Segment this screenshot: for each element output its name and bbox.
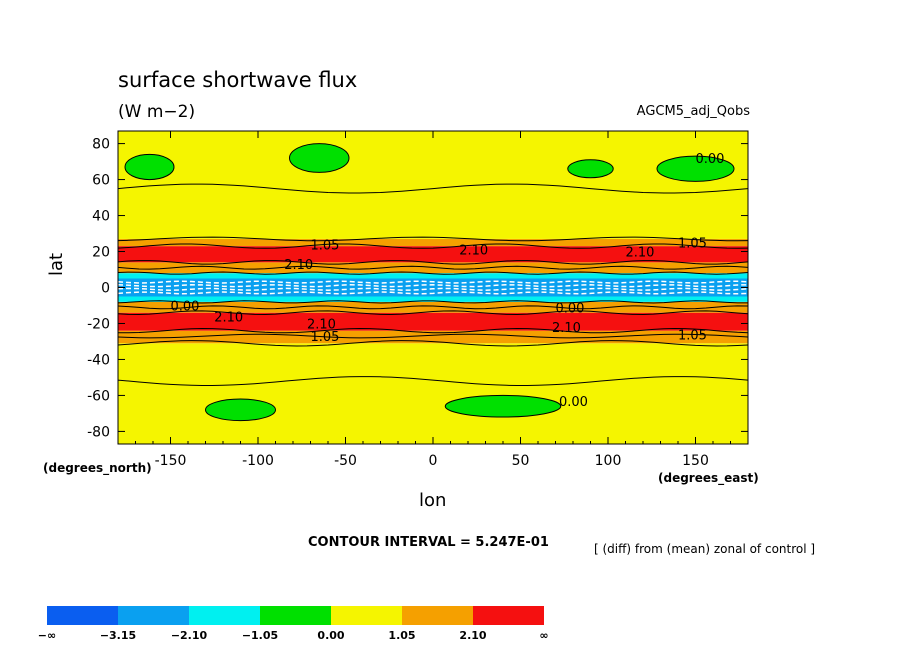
y-tick-label-3: 20 xyxy=(92,245,110,261)
y-tick-label-0: 80 xyxy=(92,137,110,153)
y-tick-label-8: -80 xyxy=(87,424,110,440)
contour-line-1 xyxy=(118,236,748,242)
contour-label-5: 2.10 xyxy=(284,258,313,273)
colorbar-swatch-4 xyxy=(331,606,402,625)
x-tick-label-4: 50 xyxy=(512,453,530,469)
y-tick-label-6: -40 xyxy=(87,352,110,368)
y-tick-label-4: 0 xyxy=(101,281,110,297)
colorbar-label-7: ∞ xyxy=(539,629,548,642)
contour-line-11 xyxy=(118,340,748,347)
contour-label-0: 0.00 xyxy=(696,152,725,167)
x-tick-label-5: 100 xyxy=(595,453,622,469)
x-tick-label-1: -100 xyxy=(242,453,274,469)
zonal-band-3 xyxy=(118,301,748,313)
contour-label-7: 0.00 xyxy=(171,299,200,314)
x-tick-label-6: 150 xyxy=(682,453,709,469)
zonal-band-10 xyxy=(118,131,748,239)
zonal-band-5 xyxy=(118,278,748,297)
contour-label-11: 1.05 xyxy=(311,330,340,345)
dashed-contour-line-0 xyxy=(118,280,748,284)
colorbar-label-1: −3.15 xyxy=(100,629,136,642)
colorbar-label-0: −∞ xyxy=(38,629,56,642)
negative-patch-5 xyxy=(444,394,562,418)
negative-patch-0 xyxy=(124,153,175,181)
x-tick-label-0: -150 xyxy=(155,453,187,469)
chart-units: (W m−2) xyxy=(118,102,196,122)
colorbar: −∞ −3.15 −2.10 −1.05 0.00 1.05 2.10 ∞ xyxy=(38,606,549,642)
contour-label-3: 2.10 xyxy=(626,246,655,261)
colorbar-swatch-2 xyxy=(189,606,260,625)
difference-note: [ (diff) from (mean) zonal of control ] xyxy=(594,542,816,556)
contour-lines xyxy=(118,183,748,386)
colorbar-label-6: 2.10 xyxy=(459,629,486,642)
contour-labels: 0.001.05 2.10 2.101.052.102.100.00 0.002.10… xyxy=(171,152,725,410)
colorbar-swatch-6 xyxy=(473,606,544,625)
negative-patches xyxy=(124,143,735,422)
contour-label-8: 0.00 xyxy=(556,301,585,316)
negative-patch-4 xyxy=(205,398,276,422)
contour-line-8 xyxy=(118,310,748,316)
x-axis-ticks: -150 -100 -50 0 50 100 150 xyxy=(135,131,731,469)
zonal-band-6 xyxy=(118,273,748,279)
y-tick-label-1: 60 xyxy=(92,173,110,189)
x-axis-units: (degrees_east) xyxy=(658,471,759,485)
dataset-label: AGCM5_adj_Qobs xyxy=(636,104,750,119)
colorbar-label-3: −1.05 xyxy=(242,629,278,642)
colorbar-swatch-0 xyxy=(47,606,118,625)
zonal-bands xyxy=(118,131,748,444)
contour-label-4: 1.05 xyxy=(678,237,707,252)
contour-interval: CONTOUR INTERVAL = 5.247E-01 xyxy=(308,535,549,550)
contour-line-5 xyxy=(118,271,748,275)
contour-line-6 xyxy=(118,300,748,304)
contour-line-10 xyxy=(118,333,748,339)
zonal-band-2 xyxy=(118,312,748,331)
contour-label-13: 0.00 xyxy=(559,395,588,410)
zonal-band-8 xyxy=(118,246,748,263)
contour-label-2: 2.10 xyxy=(459,244,488,259)
dashed-contour-line-2 xyxy=(118,287,748,291)
contour-label-6: 2.10 xyxy=(214,310,243,325)
contour-label-10: 2.10 xyxy=(307,317,336,332)
colorbar-label-4: 0.00 xyxy=(317,629,344,642)
dashed-contour-line-1 xyxy=(118,284,748,288)
contour-line-0 xyxy=(118,183,748,194)
zonal-band-4 xyxy=(118,296,748,302)
contour-line-3 xyxy=(118,260,748,265)
colorbar-swatch-3 xyxy=(260,606,331,625)
colorbar-label-5: 1.05 xyxy=(388,629,415,642)
negative-patch-1 xyxy=(289,143,350,173)
y-axis-ticks: 80 60 40 20 0 -20 -40 -60 -80 xyxy=(87,137,748,440)
x-axis-label: lon xyxy=(419,490,447,511)
zonal-band-9 xyxy=(118,238,748,247)
colorbar-label-2: −2.10 xyxy=(171,629,208,642)
contour-line-2 xyxy=(118,243,748,249)
negative-patch-2 xyxy=(567,159,614,179)
contour-line-4 xyxy=(118,265,748,270)
y-tick-label-5: -20 xyxy=(87,316,110,332)
chart-title: surface shortwave flux xyxy=(118,68,358,92)
contour-label-9: 2.10 xyxy=(552,321,581,336)
contour-line-12 xyxy=(118,376,748,386)
negative-patch-3 xyxy=(656,155,735,182)
x-tick-label-2: -50 xyxy=(334,453,357,469)
y-axis-units: (degrees_north) xyxy=(43,461,152,475)
y-tick-label-2: 40 xyxy=(92,209,110,225)
contour-label-12: 1.05 xyxy=(678,328,707,343)
zonal-band-0 xyxy=(118,343,748,444)
y-axis-label: lat xyxy=(46,252,67,276)
contour-line-7 xyxy=(118,305,748,310)
colorbar-swatch-1 xyxy=(118,606,189,625)
colorbar-swatch-5 xyxy=(402,606,473,625)
contour-line-9 xyxy=(118,327,748,334)
x-tick-label-3: 0 xyxy=(429,453,438,469)
contour-label-1: 1.05 xyxy=(311,238,340,253)
zonal-band-1 xyxy=(118,330,748,344)
dashed-contour-line-3 xyxy=(118,291,748,295)
y-tick-label-7: -60 xyxy=(87,388,110,404)
